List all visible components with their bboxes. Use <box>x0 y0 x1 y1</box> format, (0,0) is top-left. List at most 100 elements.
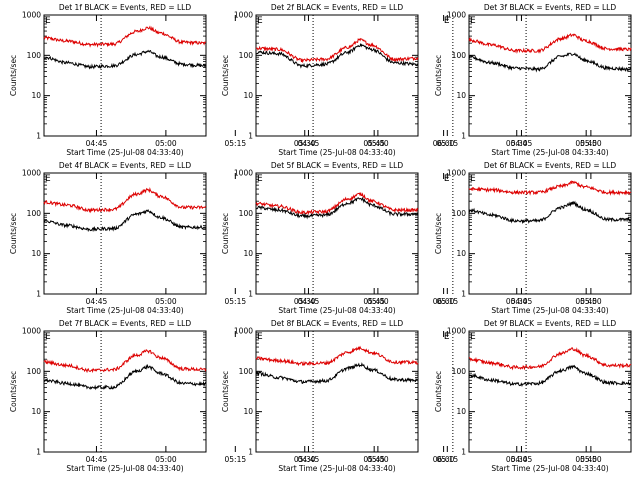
series-line-lld <box>255 345 419 367</box>
y-tick-label: 100 <box>239 367 254 376</box>
y-tick-label: 1000 <box>447 11 466 20</box>
y-tick-label: 100 <box>452 367 467 376</box>
x-tick-label: 05:15 <box>225 139 247 148</box>
y-tick-label: 1000 <box>447 169 466 178</box>
series-line-events <box>468 364 632 387</box>
x-tick-label: 05:00 <box>367 297 389 306</box>
x-tick-label: 04:45 <box>511 139 533 148</box>
panel-title: Det 2f BLACK = Events, RED = LLD <box>271 3 404 12</box>
panel-title: Det 3f BLACK = Events, RED = LLD <box>484 3 617 12</box>
x-tick-label: 05:45 <box>363 297 385 306</box>
x-axis-label: Start Time (25-Jul-08 04:33:40) <box>278 148 395 157</box>
panel-det-1: Det 1f BLACK = Events, RED = LLD11010010… <box>9 3 455 157</box>
y-tick-label: 1 <box>36 132 41 141</box>
marker-e-left: E <box>470 174 476 184</box>
x-axis-label: Start Time (25-Jul-08 04:33:40) <box>66 306 183 315</box>
y-tick-label: 10 <box>31 249 41 258</box>
panel-det-2: Det 2f BLACK = Events, RED = LLD11010010… <box>221 3 597 157</box>
y-tick-label: 1 <box>248 448 253 457</box>
series-line-lld <box>43 187 207 214</box>
series-line-events <box>256 43 419 69</box>
x-tick-label: 04:45 <box>298 297 320 306</box>
marker-e-left: E <box>470 16 476 26</box>
x-tick-label: 05:30 <box>506 455 528 464</box>
y-tick-label: 1 <box>461 448 466 457</box>
x-axis-label: Start Time (25-Jul-08 04:33:40) <box>491 306 608 315</box>
x-tick-label: 05:00 <box>155 139 177 148</box>
y-tick-label: 100 <box>239 51 254 60</box>
x-tick-label: 05:15 <box>437 139 459 148</box>
x-axis-label: Start Time (25-Jul-08 04:33:40) <box>278 464 395 473</box>
x-tick-label: 05:30 <box>294 297 316 306</box>
x-axis-label: Start Time (25-Jul-08 04:33:40) <box>491 148 608 157</box>
x-tick-label: 04:45 <box>298 139 320 148</box>
plot-frame <box>43 14 207 137</box>
panel-det-4: Det 4f BLACK = Events, RED = LLD11010010… <box>9 161 455 315</box>
plot-frame <box>43 330 207 453</box>
y-tick-label: 10 <box>243 91 253 100</box>
y-tick-label: 100 <box>27 367 42 376</box>
x-tick-label: 05:00 <box>367 455 389 464</box>
series-line-lld <box>43 25 207 48</box>
x-tick-label: 04:45 <box>86 455 108 464</box>
x-tick-label: 05:00 <box>155 455 177 464</box>
x-tick-label: 05:00 <box>367 139 389 148</box>
y-tick-label: 10 <box>243 407 253 416</box>
y-tick-label: 10 <box>31 91 41 100</box>
x-axis-label: Start Time (25-Jul-08 04:33:40) <box>66 148 183 157</box>
panel-det-9: Det 9f BLACK = Events, RED = LLD 1 10 100 10… <box>434 319 632 473</box>
x-tick-label: 05:15 <box>225 455 247 464</box>
y-axis-label: Counts/sec <box>221 55 230 96</box>
x-tick-label: 05:30 <box>294 139 316 148</box>
panel-title: Det 9f BLACK = Events, RED = LLD <box>484 319 617 328</box>
x-tick-label: 05:30 <box>506 297 528 306</box>
x-tick-label: 05:45 <box>363 455 385 464</box>
x-axis-label: Start Time (25-Jul-08 04:33:40) <box>491 464 608 473</box>
panel-det-3: Det 3f BLACK = Events, RED = LLD 1 10 100 10… <box>434 3 632 157</box>
y-tick-label: 1000 <box>234 169 253 178</box>
series-line-events <box>468 52 632 73</box>
panel-det-6: Det 6f BLACK = Events, RED = LLD 1 10 100 10… <box>434 161 632 315</box>
panel-title: Det 5f BLACK = Events, RED = LLD <box>271 161 404 170</box>
y-tick-label: 10 <box>456 407 466 416</box>
x-axis-label: Start Time (25-Jul-08 04:33:40) <box>66 464 183 473</box>
y-tick-label: 100 <box>27 51 42 60</box>
y-tick-label: 1000 <box>234 327 253 336</box>
x-tick-label: 05:30 <box>294 455 316 464</box>
x-tick-label: 05:15 <box>225 297 247 306</box>
x-axis-label: Start Time (25-Jul-08 04:33:40) <box>278 306 395 315</box>
x-tick-label: 05:00 <box>155 297 177 306</box>
series-line-events <box>43 209 207 233</box>
y-tick-label: 10 <box>456 249 466 258</box>
y-axis-label: Counts/sec <box>9 371 18 412</box>
marker-e-left: E <box>470 332 476 342</box>
x-tick-label: 05:15 <box>437 455 459 464</box>
series-line-events <box>43 49 207 70</box>
series-line-lld <box>468 180 632 196</box>
y-tick-label: 100 <box>239 209 254 218</box>
panel-title: Det 4f BLACK = Events, RED = LLD <box>59 161 192 170</box>
panel-det-8: Det 8f BLACK = Events, RED = LLD11010010… <box>221 319 597 473</box>
x-tick-label: 05:00 <box>580 455 602 464</box>
y-tick-label: 1000 <box>22 169 41 178</box>
y-tick-label: 1000 <box>22 327 41 336</box>
marker-e-left: E <box>257 332 263 342</box>
y-tick-label: 1 <box>248 132 253 141</box>
x-tick-label: 05:00 <box>580 297 602 306</box>
x-tick-label: 04:45 <box>511 297 533 306</box>
x-tick-label: 04:45 <box>86 297 108 306</box>
y-tick-label: 1 <box>461 132 466 141</box>
x-tick-label: 06:00 <box>433 455 455 464</box>
x-tick-label: 05:45 <box>575 455 597 464</box>
x-tick-label: 05:15 <box>437 297 459 306</box>
plot-frame <box>468 330 632 453</box>
marker-e-left: E <box>45 16 51 26</box>
y-axis-label: Counts/sec <box>434 213 443 254</box>
plot-frame <box>255 330 419 453</box>
panel-det-5: Det 5f BLACK = Events, RED = LLD11010010… <box>221 161 597 315</box>
y-tick-label: 1 <box>36 448 41 457</box>
series-line-lld <box>43 349 207 374</box>
y-tick-label: 1000 <box>234 11 253 20</box>
y-tick-label: 100 <box>452 209 467 218</box>
